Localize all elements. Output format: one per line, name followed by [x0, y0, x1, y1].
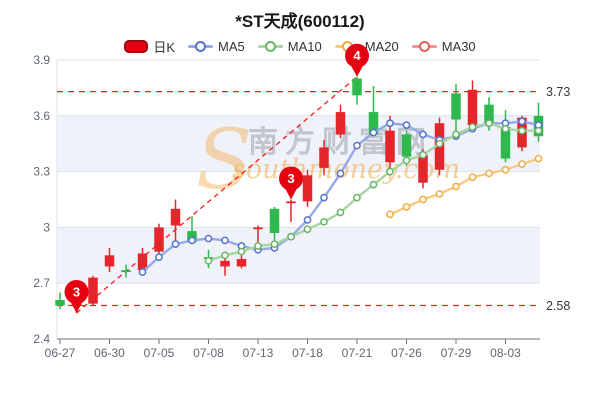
ma30-line-icon [411, 40, 437, 53]
legend-label: MA30 [441, 38, 476, 54]
candle-07-27[interactable] [418, 149, 428, 189]
legend-item-daily-k[interactable]: 日K [124, 37, 175, 56]
svg-text:南方财富网: 南方财富网 [248, 125, 433, 159]
candle-07-29[interactable] [451, 84, 461, 131]
legend-label: MA5 [218, 38, 245, 54]
plot-band [57, 115, 540, 172]
x-axis-label: 07-05 [144, 346, 175, 360]
plot-band [57, 227, 540, 284]
candle-07-21[interactable] [352, 76, 362, 105]
candle-07-01[interactable] [121, 264, 131, 278]
candle-06-29[interactable] [88, 275, 98, 306]
x-axis-label: 07-08 [193, 346, 224, 360]
candle-08-04[interactable] [517, 115, 527, 152]
candle-08-05[interactable] [533, 102, 544, 142]
candle-06-28[interactable] [71, 298, 82, 313]
chart-legend: 日K MA5 MA10 MA20 MA30 [0, 37, 600, 55]
ma20-line [386, 154, 543, 219]
candle-06-27[interactable] [55, 292, 65, 310]
legend-item-ma20[interactable]: MA20 [334, 38, 399, 54]
candle-07-18[interactable] [302, 169, 313, 207]
candle-07-04[interactable] [137, 247, 148, 276]
marker-pin-3-07-15: 3 [279, 166, 303, 200]
candle-08-01[interactable] [467, 80, 478, 127]
y-axis-label: 3.9 [33, 53, 50, 67]
legend-label: MA20 [364, 38, 399, 54]
legend-item-ma30[interactable]: MA30 [411, 38, 476, 54]
x-axis-label: 07-18 [292, 346, 323, 360]
watermark: S 南方财富网 southmoney.com [196, 113, 460, 208]
candle-07-12[interactable] [236, 255, 247, 269]
candle-07-05[interactable] [154, 223, 164, 258]
legend-label: MA10 [287, 38, 322, 54]
legend-item-ma10[interactable]: MA10 [257, 38, 322, 54]
x-axis-label: 06-30 [94, 346, 125, 360]
trend-line [76, 76, 358, 314]
x-axis-label: 07-26 [391, 346, 422, 360]
svg-text:3: 3 [73, 284, 80, 299]
candle-08-03[interactable] [500, 110, 511, 163]
chart-header: *ST天成(600112) 日K MA5 MA10 MA20 MA30 [0, 0, 600, 55]
y-axis-label: 3.6 [33, 109, 50, 123]
legend-item-ma5[interactable]: MA5 [188, 39, 245, 54]
candle-08-02[interactable] [484, 97, 494, 131]
ma5-line [138, 117, 543, 276]
marker-pin-3-06-28: 3 [64, 279, 89, 313]
svg-text:3: 3 [287, 171, 294, 186]
x-axis-label: 07-13 [243, 346, 274, 360]
ma10-line-icon [257, 40, 283, 53]
candle-07-13[interactable] [253, 225, 263, 243]
ma5-line-icon [188, 40, 214, 53]
ref-line-label: 3.73 [546, 85, 570, 99]
candle-07-06[interactable] [170, 199, 181, 248]
x-axis-label: 07-29 [441, 346, 472, 360]
svg-text:southmoney.com: southmoney.com [232, 154, 460, 185]
ma20-line-icon [334, 40, 360, 53]
legend-label: 日K [153, 39, 176, 55]
candle-07-22[interactable] [368, 86, 379, 137]
candle-06-30[interactable] [104, 247, 115, 273]
candle-07-26[interactable] [401, 130, 412, 167]
candle-07-14[interactable] [269, 206, 280, 241]
candle-07-19[interactable] [319, 139, 329, 176]
y-axis-label: 3 [43, 220, 50, 234]
x-axis-label: 06-27 [45, 346, 76, 360]
candle-07-08[interactable] [203, 249, 214, 269]
y-axis-label: 2.4 [33, 332, 50, 346]
candle-07-25[interactable] [385, 115, 395, 170]
x-axis-label: 08-03 [490, 346, 521, 360]
chart-title: *ST天成(600112) [235, 12, 365, 31]
candle-07-11[interactable] [220, 253, 230, 276]
y-axis-label: 2.7 [33, 276, 50, 290]
y-axis-label: 3.3 [33, 165, 50, 179]
ref-line-label: 2.58 [546, 299, 570, 313]
candle-07-20[interactable] [335, 104, 346, 139]
candle-07-15[interactable] [286, 199, 296, 222]
ma10-line [204, 119, 543, 265]
candle-07-28[interactable] [434, 117, 445, 176]
candle-07-07[interactable] [187, 216, 197, 245]
kbar-legend-swatch [124, 39, 149, 53]
x-axis-label: 07-21 [342, 346, 373, 360]
svg-text:S: S [196, 113, 252, 208]
